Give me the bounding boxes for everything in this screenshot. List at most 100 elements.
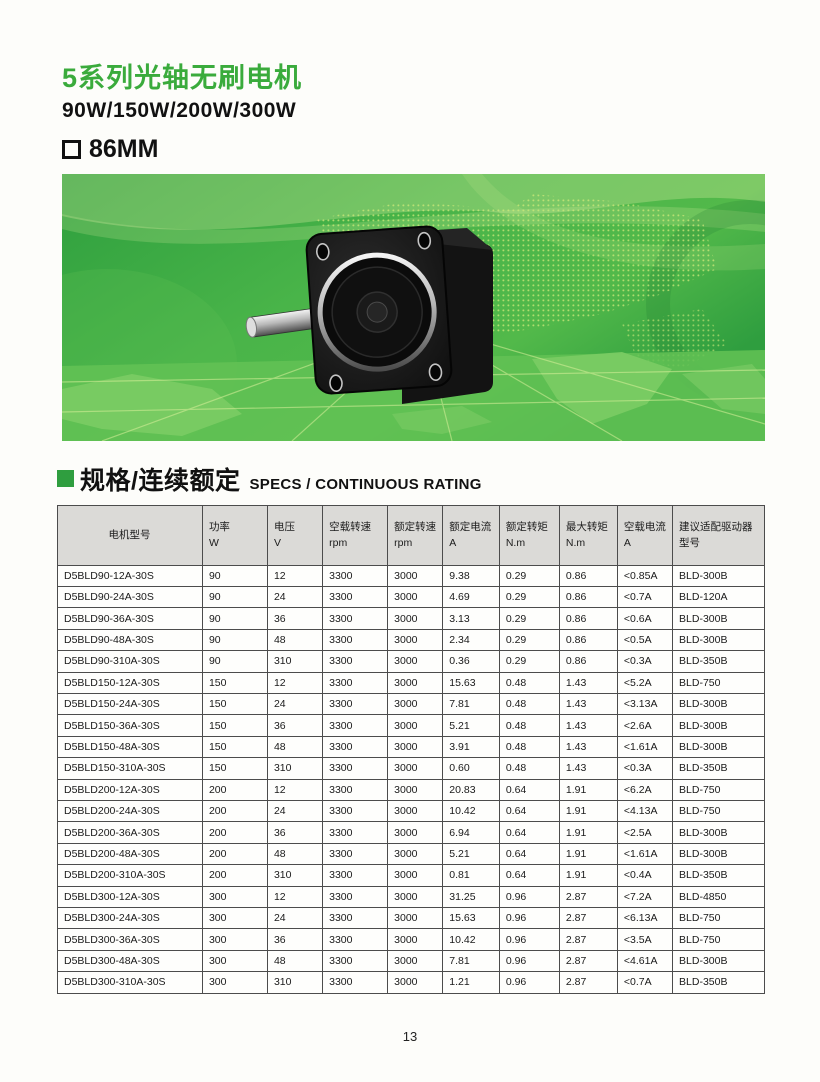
- table-cell: 0.48: [498, 714, 560, 737]
- table-cell: 200: [201, 799, 268, 823]
- table-cell: BLD-350B: [672, 757, 765, 780]
- table-cell: 90: [201, 564, 268, 588]
- table-cell: 90: [201, 650, 268, 673]
- table-cell: 1.91: [558, 842, 618, 866]
- table-row: D5BLD300-48A-30S 300 48 3300 3000 7.81 0.96 2.8…: [57, 949, 765, 973]
- table-cell: D5BLD90-310A-30S: [57, 650, 203, 673]
- table-row: D5BLD150-24A-30S 150 24 3300 3000 7.81 0.48 1.4…: [57, 693, 765, 716]
- table-cell: 3300: [322, 949, 389, 973]
- table-cell: 3000: [387, 693, 444, 716]
- table-cell: BLD-300B: [672, 628, 765, 652]
- table-cell: D5BLD200-310A-30S: [57, 864, 203, 887]
- table-cell: 3300: [322, 864, 389, 887]
- table-cell: 90: [201, 586, 268, 609]
- column-header: 最大转矩 N.m: [558, 504, 618, 566]
- table-cell: 310: [266, 757, 324, 780]
- table-cell: BLD-300B: [672, 714, 765, 737]
- table-row: D5BLD90-48A-30S 90 48 3300 3000 2.34 0.29 0.86 <…: [57, 628, 765, 652]
- table-cell: 3000: [387, 799, 444, 823]
- table-cell: 5.21: [442, 842, 500, 866]
- table-cell: 3000: [387, 735, 444, 759]
- column-header: 额定电流 A: [442, 504, 500, 566]
- table-cell: 31.25: [442, 885, 500, 908]
- table-cell: 1.43: [558, 735, 618, 759]
- table-cell: <0.3A: [616, 757, 674, 780]
- table-cell: 1.43: [558, 714, 618, 737]
- table-cell: 2.87: [558, 885, 618, 908]
- table-cell: <0.3A: [616, 650, 674, 673]
- table-row: D5BLD300-36A-30S 300 36 3300 3000 10.42 0.96 2.…: [57, 928, 765, 951]
- table-cell: 12: [266, 885, 324, 908]
- table-row: D5BLD300-24A-30S 300 24 3300 3000 15.63 0.96 2.…: [57, 906, 765, 930]
- table-cell: 0.96: [498, 971, 560, 994]
- table-cell: 7.81: [442, 693, 500, 716]
- table-cell: 150: [201, 671, 268, 695]
- table-cell: 3000: [387, 757, 444, 780]
- table-cell: D5BLD300-48A-30S: [57, 949, 203, 973]
- table-cell: 0.48: [498, 757, 560, 780]
- table-cell: BLD-750: [672, 906, 765, 930]
- table-cell: 300: [201, 949, 268, 973]
- table-cell: D5BLD150-36A-30S: [57, 714, 203, 737]
- frame-size: 86MM: [62, 135, 820, 164]
- table-cell: 150: [201, 735, 268, 759]
- table-cell: BLD-300B: [672, 564, 765, 588]
- section-title-cn: 规格/连续额定: [80, 466, 241, 495]
- table-cell: 310: [266, 971, 324, 994]
- table-cell: <0.4A: [616, 864, 674, 887]
- table-cell: BLD-350B: [672, 971, 765, 994]
- table-row: D5BLD150-310A-30S 150 310 3300 3000 0.60 0.48 1…: [57, 757, 765, 780]
- table-cell: 4.69: [442, 586, 500, 609]
- table-cell: 1.91: [558, 778, 618, 801]
- table-cell: 3000: [387, 564, 444, 588]
- table-cell: <0.7A: [616, 971, 674, 994]
- table-cell: 3300: [322, 821, 389, 844]
- table-row: D5BLD150-36A-30S 150 36 3300 3000 5.21 0.48 1.4…: [57, 714, 765, 737]
- table-cell: 2.34: [442, 628, 500, 652]
- table-row: D5BLD200-24A-30S 200 24 3300 3000 10.42 0.64 1.…: [57, 799, 765, 823]
- table-cell: 3000: [387, 714, 444, 737]
- table-cell: 3300: [322, 650, 389, 673]
- table-cell: 15.63: [442, 671, 500, 695]
- table-cell: 24: [266, 799, 324, 823]
- table-cell: 6.94: [442, 821, 500, 844]
- table-cell: 3000: [387, 949, 444, 973]
- table-cell: 3000: [387, 607, 444, 630]
- table-cell: BLD-300B: [672, 949, 765, 973]
- table-cell: D5BLD150-310A-30S: [57, 757, 203, 780]
- motor-image: [245, 225, 493, 404]
- column-header: 额定转矩 N.m: [498, 504, 560, 566]
- table-cell: 3300: [322, 735, 389, 759]
- table-cell: 12: [266, 671, 324, 695]
- table-cell: 36: [266, 607, 324, 630]
- table-cell: 12: [266, 778, 324, 801]
- column-header: 额定转速 rpm: [387, 504, 444, 566]
- table-cell: 2.87: [558, 949, 618, 973]
- table-cell: 0.64: [498, 864, 560, 887]
- table-cell: <4.13A: [616, 799, 674, 823]
- page-number: 13: [402, 1029, 418, 1044]
- table-cell: <5.2A: [616, 671, 674, 695]
- table-cell: 0.60: [442, 757, 500, 780]
- table-cell: 3000: [387, 928, 444, 951]
- table-cell: 0.64: [498, 778, 560, 801]
- table-cell: <2.5A: [616, 821, 674, 844]
- table-cell: 36: [266, 928, 324, 951]
- table-cell: 1.43: [558, 671, 618, 695]
- column-header: 电机型号: [57, 504, 203, 566]
- table-row: D5BLD200-36A-30S 200 36 3300 3000 6.94 0.64 1.9…: [57, 821, 765, 844]
- table-cell: 90: [201, 607, 268, 630]
- table-cell: 310: [266, 864, 324, 887]
- table-cell: 3000: [387, 628, 444, 652]
- table-cell: 3000: [387, 586, 444, 609]
- table-cell: 0.64: [498, 821, 560, 844]
- table-cell: 3000: [387, 821, 444, 844]
- table-row: D5BLD200-48A-30S 200 48 3300 3000 5.21 0.64 1.9…: [57, 842, 765, 866]
- table-cell: D5BLD300-310A-30S: [57, 971, 203, 994]
- table-cell: 36: [266, 821, 324, 844]
- table-cell: <6.13A: [616, 906, 674, 930]
- table-cell: D5BLD300-24A-30S: [57, 906, 203, 930]
- table-cell: 3000: [387, 885, 444, 908]
- table-cell: 0.86: [558, 586, 618, 609]
